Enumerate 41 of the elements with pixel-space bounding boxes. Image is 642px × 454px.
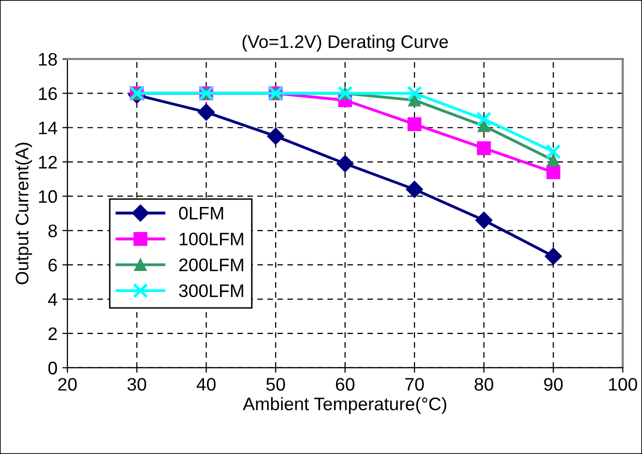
y-tick-label: 6	[48, 258, 57, 272]
point	[544, 248, 562, 265]
point	[267, 128, 284, 145]
y-tick-label: 18	[38, 52, 57, 66]
y-tick-label: 0	[48, 362, 57, 374]
point	[336, 155, 354, 172]
point	[406, 180, 424, 198]
y-tick-label: 10	[38, 190, 57, 203]
legend-label: 100LFM	[180, 232, 244, 246]
y-axis-title: Output Current(A)	[15, 142, 32, 284]
point	[408, 94, 421, 106]
point	[475, 212, 492, 229]
chart-title: (Vo=1.2V) Derating Curve	[242, 34, 448, 52]
point	[406, 86, 422, 101]
legend-label: 0LFM	[179, 206, 224, 220]
x-tick-label: 90	[544, 378, 563, 391]
x-tick-label: 20	[58, 378, 77, 391]
x-tick-label: 60	[336, 378, 354, 391]
point	[546, 144, 561, 160]
x-tick-label: 30	[127, 378, 146, 391]
point	[476, 141, 491, 156]
y-tick-label: 14	[38, 122, 58, 134]
point	[478, 120, 490, 132]
x-tick-label: 40	[196, 378, 216, 391]
x-tick-label: 70	[405, 378, 424, 391]
point	[546, 165, 560, 180]
point	[408, 117, 422, 132]
x-tick-label: 50	[266, 378, 285, 391]
point	[547, 154, 560, 166]
x-tick-label: 100	[609, 378, 638, 391]
y-tick-label: 16	[38, 87, 57, 100]
point	[198, 104, 215, 121]
x-tick-label: 80	[474, 378, 494, 391]
legend-label: 200LFM	[179, 258, 244, 272]
y-tick-label: 12	[38, 156, 57, 168]
legend-label: 300LFM	[179, 284, 244, 298]
x-axis-title: Ambient Temperature(°C)	[242, 397, 446, 414]
y-tick-label: 2	[48, 327, 57, 340]
y-tick-label: 8	[48, 224, 57, 238]
y-tick-label: 4	[48, 293, 58, 306]
point	[476, 111, 492, 127]
